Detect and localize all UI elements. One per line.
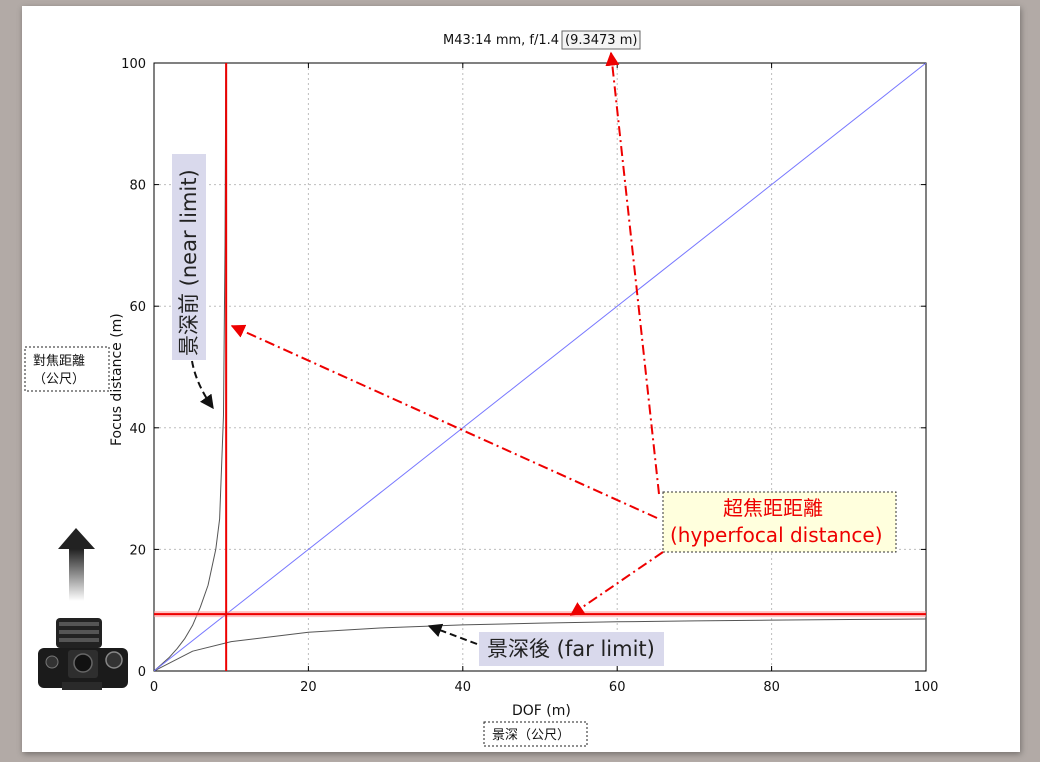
axis-ticks: 0 20 40 60 80 100 0 20 40 60 80 100 bbox=[121, 57, 938, 695]
near-limit-label: 景深前 (near limit) bbox=[177, 169, 201, 356]
x-label-zh: 景深（公尺） bbox=[492, 728, 570, 743]
camera-icon bbox=[32, 613, 132, 701]
arrow-to-vertical bbox=[230, 324, 658, 519]
x-tick-label: 100 bbox=[914, 680, 939, 695]
title-value: (9.3473 m) bbox=[565, 33, 637, 48]
y-tick-label: 80 bbox=[129, 179, 146, 194]
near-limit-arrow bbox=[191, 360, 214, 410]
title-value-box bbox=[561, 30, 641, 50]
near-label-bg bbox=[172, 154, 206, 360]
grid-lines bbox=[154, 63, 926, 671]
far-label-bg bbox=[479, 632, 664, 666]
chart-sheet: 0 20 40 60 80 100 0 20 40 60 80 100 M43:14 mm, f/1.… bbox=[22, 6, 1020, 752]
y-label-zh-line2: （公尺） bbox=[33, 372, 85, 387]
y-label-zh-box bbox=[24, 346, 110, 392]
series-group bbox=[154, 63, 926, 671]
x-tick-label: 20 bbox=[300, 680, 317, 695]
arrow-to-horizontal bbox=[569, 551, 664, 616]
y-axis-label: Focus distance (m) bbox=[109, 313, 125, 446]
x-label-zh-box bbox=[483, 721, 588, 747]
y-label-zh-line1: 對焦距離 bbox=[33, 354, 85, 369]
series-near-line bbox=[154, 63, 227, 671]
plot-frame bbox=[153, 62, 927, 672]
chart-title: M43:14 mm, f/1.4 bbox=[443, 33, 559, 48]
hyperfocal-lines bbox=[154, 63, 926, 671]
series-far-line bbox=[154, 618, 926, 671]
hyperfocal-box bbox=[662, 491, 897, 553]
y-tick-label: 40 bbox=[129, 422, 146, 437]
x-axis-label: DOF (m) bbox=[512, 703, 571, 719]
x-tick-label: 40 bbox=[455, 680, 472, 695]
series-diagonal-line bbox=[154, 63, 926, 671]
up-arrow-icon bbox=[58, 528, 95, 601]
far-limit-label: 景深後 (far limit) bbox=[487, 637, 655, 661]
y-tick-label: 100 bbox=[121, 57, 146, 72]
dof-chart: 0 20 40 60 80 100 0 20 40 60 80 100 M43:14 mm, f/1.… bbox=[24, 30, 938, 747]
x-tick-label: 80 bbox=[763, 680, 780, 695]
hyperfocal-label-line2: (hyperfocal distance) bbox=[670, 523, 883, 547]
far-limit-arrow bbox=[427, 623, 478, 645]
hyperfocal-label-line1: 超焦距距離 bbox=[723, 496, 823, 520]
x-tick-label: 60 bbox=[609, 680, 626, 695]
x-tick-label: 0 bbox=[150, 680, 158, 695]
y-tick-label: 0 bbox=[138, 665, 146, 680]
arrow-to-title bbox=[605, 51, 660, 495]
y-tick-label: 20 bbox=[129, 543, 146, 558]
y-tick-label: 60 bbox=[129, 300, 146, 315]
